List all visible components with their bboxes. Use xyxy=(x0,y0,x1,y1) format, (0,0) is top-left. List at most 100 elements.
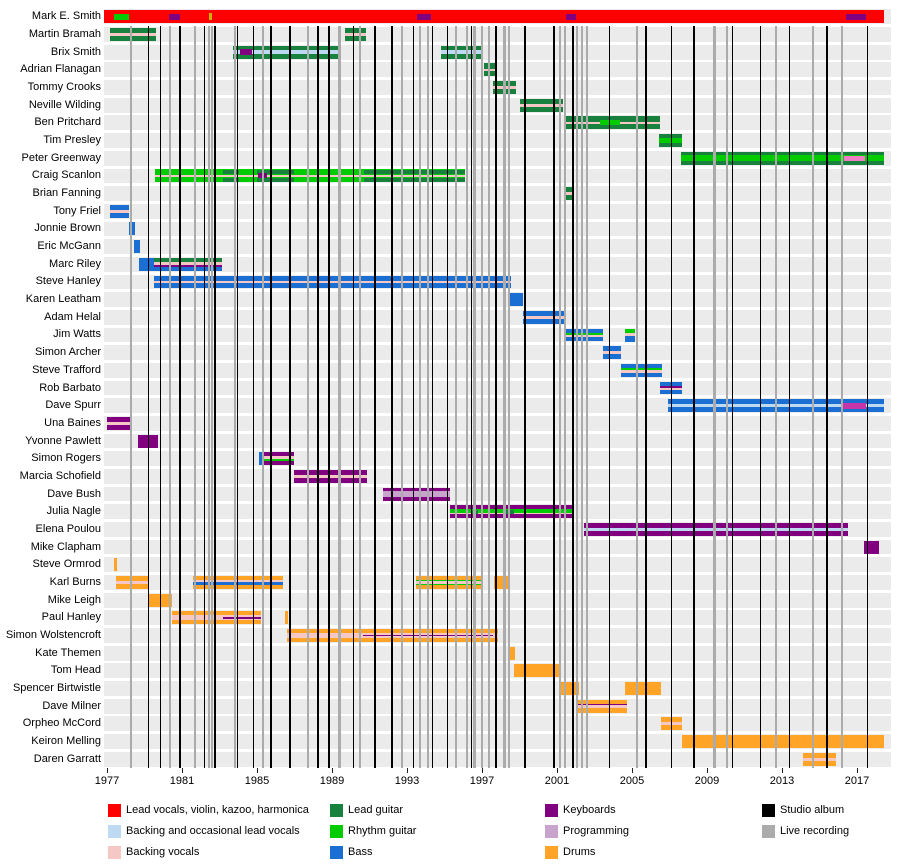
album-line-studio-album xyxy=(645,26,647,768)
role-stripe xyxy=(113,558,118,572)
row-band xyxy=(104,681,891,696)
member-bar-segment xyxy=(153,257,223,271)
row-band xyxy=(104,27,891,42)
member-bar-segment xyxy=(564,328,603,342)
role-stripe xyxy=(564,328,603,333)
album-line-studio-album xyxy=(236,26,239,768)
role-stripe xyxy=(620,372,662,377)
role-stripe xyxy=(153,266,223,271)
album-line-studio-album xyxy=(317,26,319,768)
legend-label: Bass xyxy=(348,846,373,858)
member-label: Mike Leigh xyxy=(47,593,101,606)
role-stripe xyxy=(154,169,466,175)
axis-tick-label: 2001 xyxy=(544,775,570,787)
member-label: Steve Hanley xyxy=(35,275,101,288)
album-line-studio-album xyxy=(203,26,206,768)
member-label: Jonnie Brown xyxy=(34,222,101,235)
row-band xyxy=(104,451,891,467)
member-label: Rob Barbato xyxy=(39,381,101,394)
role-overlay xyxy=(209,13,213,21)
member-bar-segment xyxy=(624,328,635,342)
legend-swatch-drums xyxy=(545,846,558,859)
role-overlay xyxy=(223,169,240,174)
axis-tick xyxy=(706,768,708,773)
axis-tick-label: 1993 xyxy=(394,775,420,787)
role-overlay xyxy=(257,178,294,182)
role-stripe xyxy=(584,522,848,529)
member-label: Orpheo McCord xyxy=(22,717,101,730)
member-bar-segment xyxy=(523,310,565,324)
role-stripe xyxy=(624,332,635,337)
album-line-live-recording xyxy=(508,26,511,768)
role-stripe xyxy=(416,575,482,580)
role-stripe xyxy=(681,735,885,748)
row-band xyxy=(104,203,891,219)
legend-swatch-backing_vocals xyxy=(108,846,121,859)
member-label: Una Baines xyxy=(44,416,101,429)
role-stripe xyxy=(293,469,367,476)
role-stripe xyxy=(138,257,154,271)
row-band xyxy=(104,309,891,325)
legend-swatch-backing_lead_vocals xyxy=(108,825,121,838)
member-bar-segment xyxy=(258,452,295,466)
legend-swatch-programming xyxy=(545,825,558,838)
role-stripe xyxy=(171,620,261,625)
row-band xyxy=(104,415,891,431)
role-stripe xyxy=(107,416,133,423)
album-line-live-recording xyxy=(725,26,728,768)
row-band xyxy=(104,115,891,131)
member-label: Julia Nagle xyxy=(46,505,101,518)
role-stripe xyxy=(483,63,497,69)
role-stripe xyxy=(416,579,482,582)
member-bar-segment xyxy=(584,522,848,536)
axis-tick-label: 2013 xyxy=(769,775,795,787)
album-line-studio-album xyxy=(788,26,791,768)
member-bar-segment xyxy=(104,10,885,24)
role-stripe xyxy=(104,10,885,24)
role-stripe xyxy=(564,337,603,342)
axis-tick xyxy=(856,768,858,773)
role-stripe xyxy=(620,363,662,368)
member-label: Brian Fanning xyxy=(32,187,102,200)
axis-tick-label: 1989 xyxy=(319,775,345,787)
member-label: Dave Milner xyxy=(42,699,101,712)
axis-tick xyxy=(181,768,183,773)
role-stripe xyxy=(109,28,156,33)
legend-label: Lead vocals, violin, kazoo, harmonica xyxy=(126,804,309,816)
member-bar-segment xyxy=(483,63,497,77)
member-bar-segment xyxy=(171,611,261,625)
album-line-live-recording xyxy=(585,26,589,768)
role-stripe xyxy=(659,137,682,144)
member-label: Neville Wilding xyxy=(28,98,101,111)
axis-tick xyxy=(556,768,558,773)
role-stripe xyxy=(345,28,366,33)
member-bar-segment xyxy=(564,187,573,201)
role-stripe xyxy=(577,703,628,706)
member-bar-segment xyxy=(109,28,156,42)
row-band xyxy=(104,486,891,502)
axis-tick-label: 1981 xyxy=(169,775,195,787)
role-stripe xyxy=(258,452,295,457)
role-overlay xyxy=(845,13,867,21)
role-stripe xyxy=(109,32,156,37)
member-bar-segment xyxy=(680,151,885,165)
row-band xyxy=(104,221,891,237)
legend-label: Drums xyxy=(563,846,596,858)
album-line-live-recording xyxy=(487,26,490,768)
legend-label: Live recording xyxy=(780,825,850,837)
legend-swatch-bass xyxy=(330,846,343,859)
album-line-live-recording xyxy=(454,26,457,768)
axis-tick xyxy=(256,768,258,773)
role-stripe xyxy=(171,611,261,616)
row-band xyxy=(104,645,891,661)
member-bar-segment xyxy=(232,45,342,59)
role-stripe xyxy=(293,475,367,478)
role-stripe xyxy=(625,682,661,695)
album-line-live-recording xyxy=(359,26,362,768)
legend-label: Keyboards xyxy=(563,804,616,816)
album-line-live-recording xyxy=(338,26,341,768)
member-bar-segment xyxy=(138,257,154,271)
row-band xyxy=(104,663,891,679)
row-band xyxy=(104,468,891,484)
role-stripe xyxy=(285,611,289,625)
